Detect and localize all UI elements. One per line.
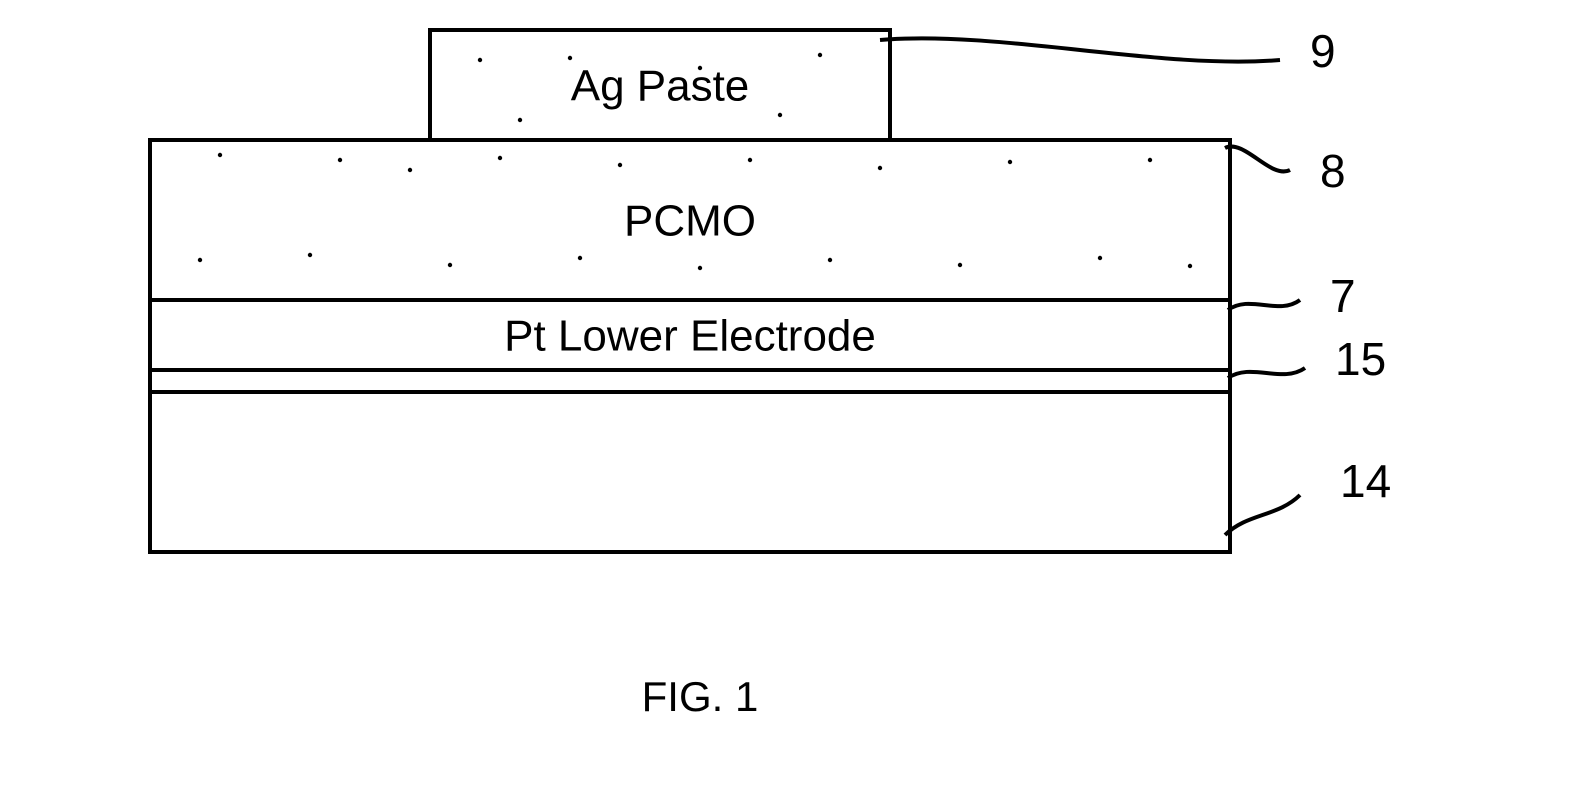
speckle-dot	[958, 263, 962, 267]
speckle-dot	[448, 263, 452, 267]
layer-text-pt_lower: Pt Lower Electrode	[504, 312, 876, 361]
speckle-dot	[498, 156, 502, 160]
reference-label-9: 9	[1310, 25, 1336, 77]
speckle-dot	[578, 256, 582, 260]
speckle-dot	[1148, 158, 1152, 162]
speckle-dot	[478, 58, 482, 62]
diagram-svg: Ag Paste PCMO Pt Lower Electrode 9 8 7 15 14 F…	[0, 0, 1576, 787]
speckle-dot	[218, 153, 222, 157]
layer-substrate	[150, 392, 1230, 552]
speckle-dot	[408, 168, 412, 172]
figure-caption: FIG. 1	[642, 673, 759, 720]
speckle-dot	[568, 56, 572, 60]
speckle-dot	[828, 258, 832, 262]
speckle-dot	[878, 166, 882, 170]
speckle-dot	[818, 53, 822, 57]
leader-line-15	[1228, 368, 1305, 378]
reference-label-14: 14	[1340, 455, 1391, 507]
speckle-dot	[1188, 264, 1192, 268]
leader-line-9	[880, 38, 1280, 61]
reference-label-15: 15	[1335, 333, 1386, 385]
speckle-dot	[338, 158, 342, 162]
speckle-dot	[698, 266, 702, 270]
leader-line-8	[1225, 147, 1290, 172]
speckle-dot	[1098, 256, 1102, 260]
speckle-dot	[1008, 160, 1012, 164]
speckle-dot	[748, 158, 752, 162]
layer-text-ag_paste: Ag Paste	[571, 62, 750, 111]
leader-line-14	[1225, 495, 1300, 535]
speckle-dot	[698, 66, 702, 70]
speckle-dot	[518, 118, 522, 122]
layer-thin_layer	[150, 370, 1230, 392]
speckle-dot	[198, 258, 202, 262]
speckle-dot	[308, 253, 312, 257]
speckle-dot	[618, 163, 622, 167]
reference-label-7: 7	[1330, 270, 1356, 322]
speckle-dot	[778, 113, 782, 117]
layer-text-pcmo: PCMO	[624, 197, 756, 246]
diagram-container: Ag Paste PCMO Pt Lower Electrode 9 8 7 15 14 F…	[0, 0, 1576, 787]
reference-label-8: 8	[1320, 145, 1346, 197]
leader-line-7	[1228, 300, 1300, 310]
